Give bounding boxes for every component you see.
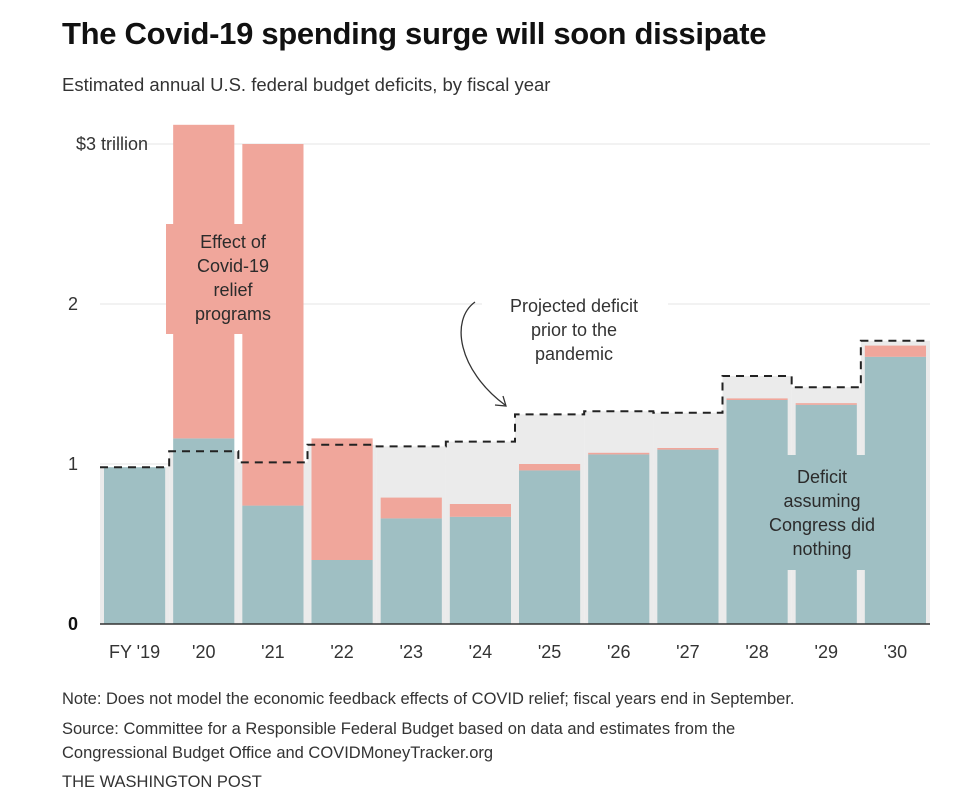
- x-tick-label: '21: [261, 642, 284, 662]
- x-tick-label: '25: [538, 642, 561, 662]
- bar-base-7: [588, 454, 650, 624]
- bar-base-6: [519, 470, 581, 624]
- annotation-nothing-line: assuming: [783, 491, 860, 511]
- arrow-head-icon: [494, 395, 507, 407]
- annotation-nothing-line: nothing: [792, 539, 851, 559]
- projected-step-line: [100, 339, 930, 469]
- bar-base-4: [380, 518, 442, 624]
- x-tick-label: '20: [192, 642, 215, 662]
- bar-base-5: [449, 516, 511, 624]
- annotation-projected-line: Projected deficit: [510, 296, 638, 316]
- bar-relief-7: [588, 452, 650, 455]
- annotation-bg: [166, 224, 298, 334]
- x-tick-label: '22: [330, 642, 353, 662]
- annotation-covid-line: Effect of: [200, 232, 267, 252]
- y-tick-label: $3 trillion: [76, 134, 148, 154]
- x-tick-label: FY '19: [109, 642, 160, 662]
- y-axis-labels: $3 trillion 2 1 0: [68, 134, 148, 634]
- chart-source-cont: Congressional Budget Office and COVIDMon…: [62, 744, 494, 762]
- publisher-credit: The Washington Post: [62, 773, 262, 791]
- y-tick-label: 1: [68, 454, 78, 474]
- bar-relief-11: [864, 345, 926, 357]
- x-tick-label: '24: [469, 642, 492, 662]
- annotation-covid-line: relief: [213, 280, 253, 300]
- bar-relief-4: [380, 497, 442, 519]
- bar-relief-3: [311, 438, 373, 560]
- bar-relief-10: [795, 403, 857, 405]
- chart-title: The Covid-19 spending surge will soon di…: [62, 16, 767, 51]
- bars: [100, 124, 930, 625]
- annotation-projected-line: pandemic: [535, 344, 613, 364]
- annotation-covid-line: Covid-19: [197, 256, 269, 276]
- x-tick-label: '29: [815, 642, 838, 662]
- x-tick-label: '27: [676, 642, 699, 662]
- bar-base-0: [104, 467, 166, 624]
- annotation-arrow: [460, 301, 506, 406]
- annotation-bg: [482, 290, 668, 368]
- annotation-nothing-line: Congress did: [769, 515, 875, 535]
- x-tick-label: '23: [400, 642, 423, 662]
- bar-base-3: [311, 560, 373, 624]
- x-tick-label: '30: [884, 642, 907, 662]
- chart-note: Note: Does not model the economic feedba…: [62, 690, 795, 708]
- bar-relief-8: [657, 448, 719, 450]
- annotation-nothing-line: Deficit: [797, 467, 847, 487]
- bar-base-1: [173, 438, 235, 624]
- x-tick-label: '28: [745, 642, 768, 662]
- bar-base-2: [242, 505, 304, 624]
- y-tick-label: 0: [68, 614, 78, 634]
- bar-relief-9: [726, 398, 788, 400]
- chart-subtitle: Estimated annual U.S. federal budget def…: [62, 74, 551, 95]
- projected-deficit-line: [100, 339, 930, 469]
- annotation-covid-line: programs: [195, 304, 271, 324]
- annotation-projected-line: prior to the: [531, 320, 617, 340]
- bar-chart: $3 trillion 2 1 0 FY '19 '20 '21 '22 '23 '24 '25 '…: [68, 124, 930, 662]
- bar-relief-6: [519, 464, 581, 471]
- y-tick-label: 2: [68, 294, 78, 314]
- annotations: Effect of Covid-19 relief programs Projected…: [166, 224, 892, 570]
- annotation-bg: [752, 455, 892, 570]
- bar-relief-5: [449, 504, 511, 517]
- chart-source: Source: Committee for a Responsible Fede…: [62, 720, 736, 738]
- x-tick-label: '26: [607, 642, 630, 662]
- bar-base-8: [657, 449, 719, 624]
- x-axis-labels: FY '19 '20 '21 '22 '23 '24 '25 '26 '27 '28 '29 '30: [109, 642, 907, 662]
